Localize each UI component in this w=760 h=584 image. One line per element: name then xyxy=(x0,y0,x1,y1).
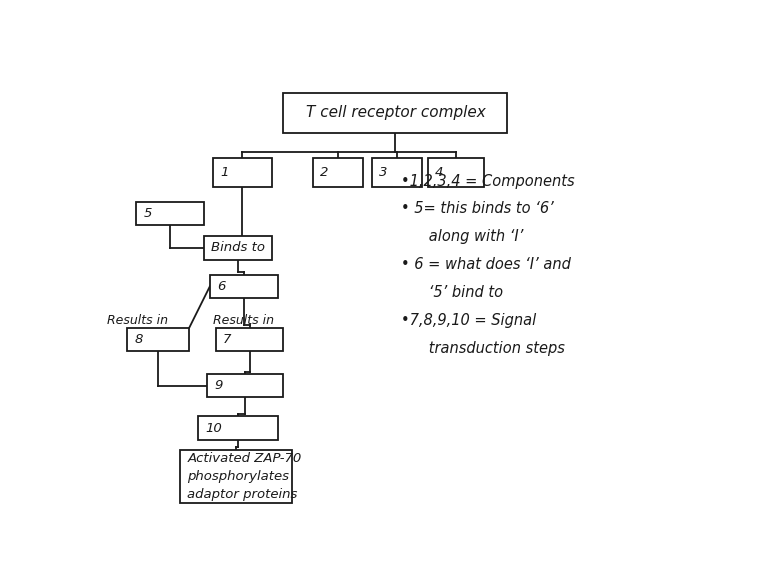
Text: Activated ZAP-70
phosphorylates
adaptor proteins: Activated ZAP-70 phosphorylates adaptor … xyxy=(188,451,302,500)
FancyBboxPatch shape xyxy=(128,328,189,351)
Text: 5: 5 xyxy=(144,207,152,220)
Text: • 6 = what does ‘I’ and: • 6 = what does ‘I’ and xyxy=(401,257,572,272)
FancyBboxPatch shape xyxy=(372,158,422,187)
FancyBboxPatch shape xyxy=(136,202,204,225)
Text: Results in: Results in xyxy=(213,314,274,327)
Text: 9: 9 xyxy=(214,379,223,392)
Text: transduction steps: transduction steps xyxy=(401,341,565,356)
Text: Binds to: Binds to xyxy=(211,241,265,255)
Text: 2: 2 xyxy=(320,166,328,179)
Text: along with ‘I’: along with ‘I’ xyxy=(401,230,524,244)
FancyBboxPatch shape xyxy=(210,274,277,298)
FancyBboxPatch shape xyxy=(204,235,272,260)
Text: •7,8,9,10 = Signal: •7,8,9,10 = Signal xyxy=(401,313,537,328)
FancyBboxPatch shape xyxy=(213,158,272,187)
Text: 4: 4 xyxy=(435,166,443,179)
FancyBboxPatch shape xyxy=(180,450,293,503)
Text: • 5= this binds to ‘6’: • 5= this binds to ‘6’ xyxy=(401,201,554,217)
Text: 3: 3 xyxy=(379,166,388,179)
Text: •1,2,3,4 = Components: •1,2,3,4 = Components xyxy=(401,173,575,189)
FancyBboxPatch shape xyxy=(207,374,283,398)
Text: Results in: Results in xyxy=(106,314,168,327)
FancyBboxPatch shape xyxy=(313,158,363,187)
Text: T cell receptor complex: T cell receptor complex xyxy=(306,105,486,120)
Text: ‘5’ bind to: ‘5’ bind to xyxy=(401,285,503,300)
FancyBboxPatch shape xyxy=(428,158,483,187)
FancyBboxPatch shape xyxy=(283,93,507,133)
FancyBboxPatch shape xyxy=(216,328,283,351)
Text: 1: 1 xyxy=(220,166,228,179)
Text: 6: 6 xyxy=(217,280,225,293)
FancyBboxPatch shape xyxy=(198,416,277,440)
Text: 10: 10 xyxy=(205,422,222,434)
Text: 7: 7 xyxy=(223,333,231,346)
Text: 8: 8 xyxy=(135,333,143,346)
